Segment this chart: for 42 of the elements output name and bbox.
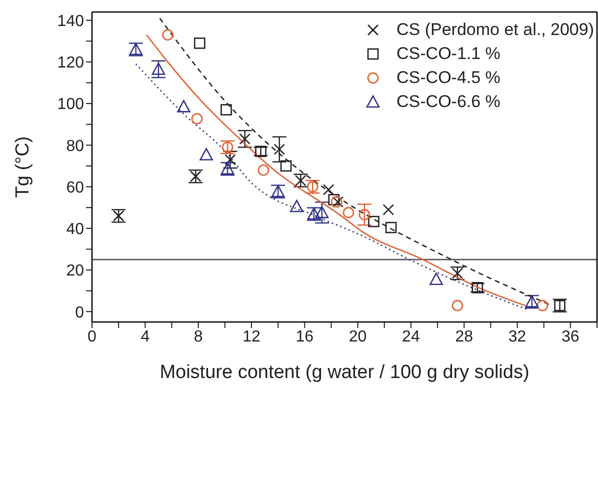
x-tick-label: 32 <box>508 328 526 346</box>
y-tick-label: 20 <box>66 262 84 280</box>
point <box>342 206 354 218</box>
point <box>220 104 232 116</box>
point <box>162 29 174 41</box>
point <box>430 272 443 285</box>
y-tick-label: 120 <box>57 54 84 72</box>
x-tick-label: 36 <box>562 328 580 346</box>
legend-label: CS (Perdomo et al., 2009) <box>396 19 594 41</box>
legend-label: CS-CO-4.5 % <box>396 67 500 89</box>
point <box>368 216 380 228</box>
y-tick-label: 140 <box>57 13 84 30</box>
point <box>452 300 464 312</box>
y-tick-label: 100 <box>57 96 84 114</box>
legend-label: CS-CO-6.6 % <box>396 91 500 113</box>
point <box>385 222 397 234</box>
x-tick-label: 24 <box>402 328 420 346</box>
x-tick-label: 4 <box>140 328 150 346</box>
y-tick-label: 40 <box>66 221 84 238</box>
point <box>358 208 370 220</box>
y-tick-label: 80 <box>66 138 84 155</box>
point <box>191 113 203 124</box>
x-tick-label: 20 <box>348 328 367 346</box>
legend-label: CS-CO-1.1 % <box>396 43 500 65</box>
point <box>280 160 292 172</box>
y-tick-label: 60 <box>66 179 84 196</box>
x-axis-title: Moisture content (g water / 100 g dry solids) <box>160 362 530 383</box>
x-tick-label: 12 <box>242 328 260 346</box>
point <box>200 148 213 160</box>
y-axis-title: Tg (°C) <box>12 136 34 198</box>
point <box>290 200 304 212</box>
point <box>152 62 166 75</box>
x-tick-label: 8 <box>194 328 203 346</box>
y-tick-label: 0 <box>75 304 84 322</box>
x-tick-label: 16 <box>296 328 314 346</box>
point <box>536 300 548 312</box>
x-tick-label: 28 <box>455 328 474 346</box>
point <box>177 100 190 112</box>
point <box>194 38 206 49</box>
x-tick-label: 0 <box>88 328 97 346</box>
point <box>328 194 340 206</box>
point <box>258 164 270 176</box>
